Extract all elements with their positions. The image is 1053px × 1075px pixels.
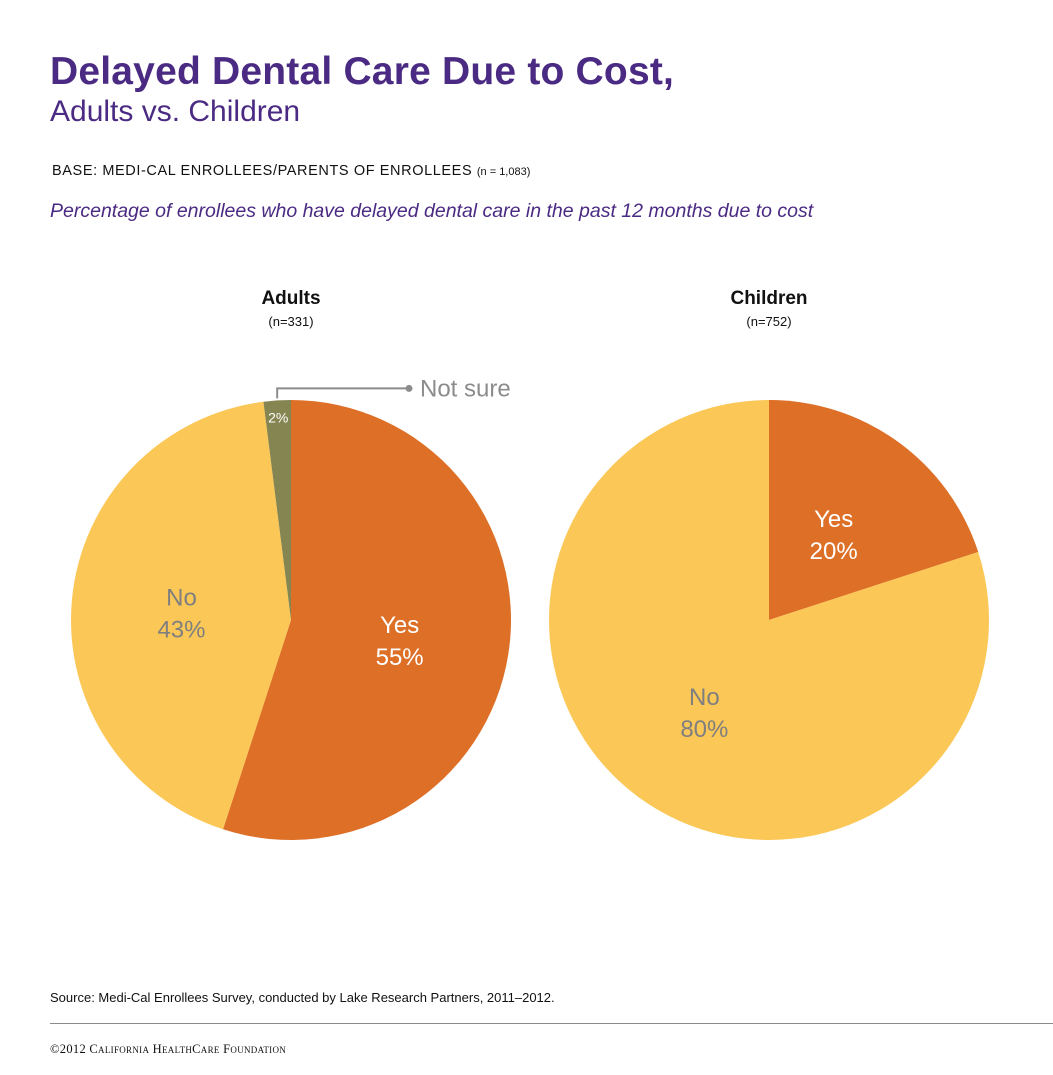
adults-slice-value-not-sure: 2%: [268, 409, 288, 425]
chart-description: Percentage of enrollees who have delayed…: [50, 200, 814, 222]
adults-slice-value-yes: 55%: [376, 644, 424, 671]
adults-callout-label: Not sure: [420, 375, 511, 402]
adults-callout-dot: [405, 384, 413, 392]
adults-chart-n: (n=331): [268, 314, 313, 329]
children-slice-yes: [769, 400, 979, 620]
children-slice-no: [549, 400, 989, 841]
source-note: Source: Medi-Cal Enrollees Survey, condu…: [50, 990, 555, 1005]
adults-slice-no: [71, 401, 291, 830]
children-chart-title: Children: [730, 288, 807, 309]
page-subtitle: Adults vs. Children: [50, 95, 301, 128]
base-note: BASE: MEDI-CAL ENROLLEES/PARENTS OF ENRO…: [52, 163, 530, 179]
children-slice-label-yes: Yes: [814, 506, 853, 533]
page-title: Delayed Dental Care Due to Cost,: [50, 50, 675, 93]
children-slice-label-no: No: [689, 684, 720, 711]
adults-slice-label-no: No: [166, 585, 197, 612]
adults-slice-not-sure: [263, 400, 291, 620]
children-slice-value-yes: 20%: [810, 538, 858, 565]
adults-callout-line: [276, 387, 409, 399]
adults-slice-value-no: 43%: [157, 617, 205, 644]
adults-chart-title: Adults: [261, 288, 320, 309]
base-label: BASE: MEDI-CAL ENROLLEES/PARENTS OF ENRO…: [52, 163, 473, 179]
copyright: ©2012 California HealthCare Foundation: [50, 1042, 287, 1056]
footer-divider: [50, 1023, 1053, 1024]
children-chart-n: (n=752): [746, 314, 791, 329]
base-n: (n = 1,083): [476, 166, 531, 178]
children-slice-value-no: 80%: [680, 716, 728, 743]
adults-slice-yes: [223, 400, 512, 840]
adults-slice-label-yes: Yes: [380, 612, 419, 639]
